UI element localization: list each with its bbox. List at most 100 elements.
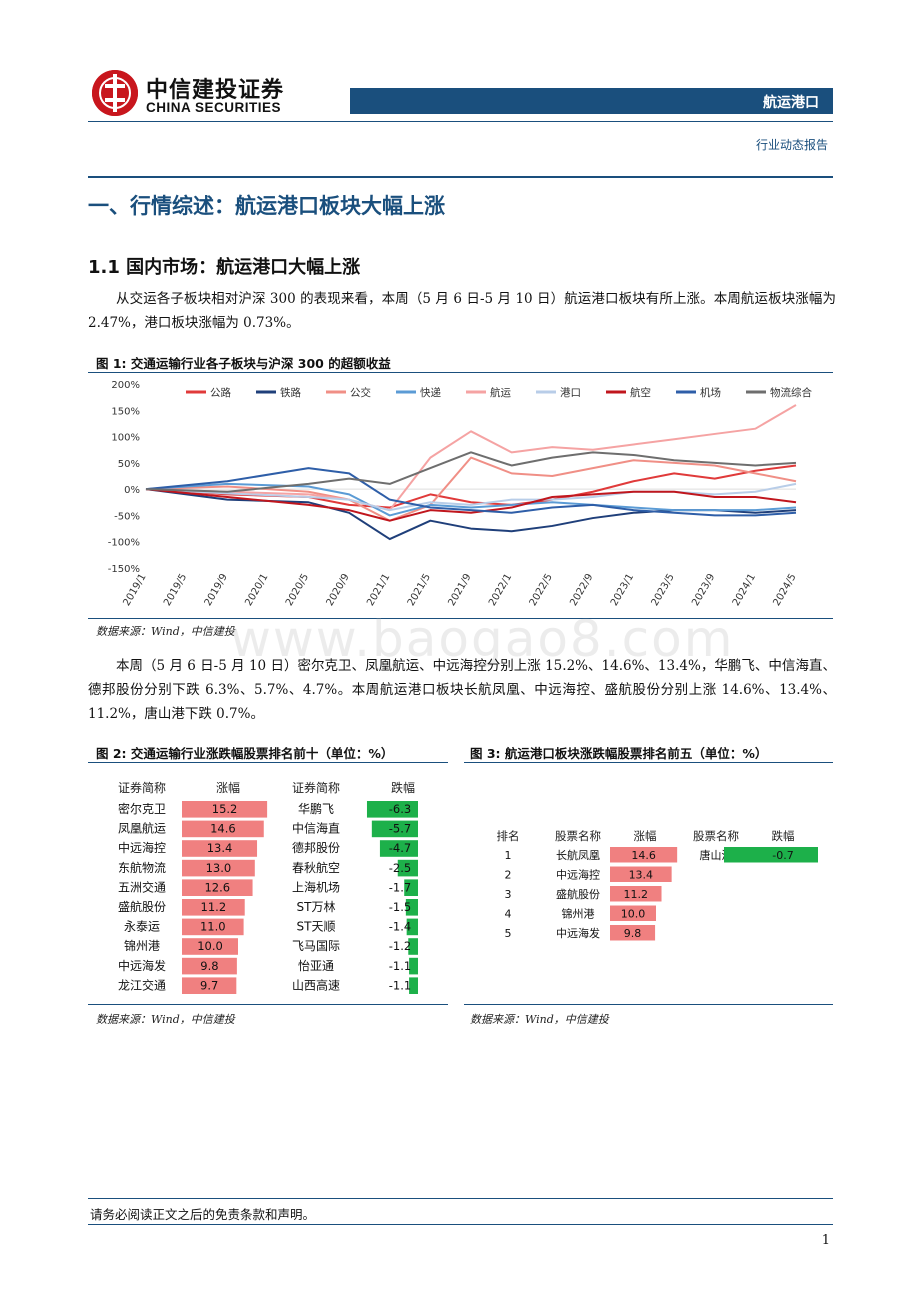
loser-name: 华鹏飞 (298, 802, 334, 816)
legend-label: 物流综合 (770, 386, 812, 399)
rank-label: 3 (505, 888, 512, 901)
sector-label: 航运港口 (763, 95, 819, 111)
loser-name: 飞马国际 (292, 939, 340, 953)
loser-bar (409, 957, 418, 975)
figure2-rule (88, 762, 448, 763)
gainer-bar (182, 938, 238, 955)
watermark: www.baogao8.com (230, 610, 735, 668)
gainer-name: 中远海控 (118, 840, 166, 855)
excess-return-line-chart: 200% 150% 100% 50% 0% -50% -100% -150%2019/1 201… (108, 380, 813, 608)
loser-name: 山西高速 (292, 977, 340, 992)
figure2-title: 图 2: 交通运输行业涨跌幅股票排名前十（单位：%） (96, 746, 394, 761)
loser-bar (379, 840, 418, 857)
fig3-header-down-val: 跌幅 (772, 829, 795, 843)
y-tick-label: -150% (108, 564, 140, 575)
gainer-name: 密尔克卫 (118, 801, 166, 816)
legend-label: 快递 (420, 386, 441, 399)
paragraph-2: 本周（5 月 6 日-5 月 10 日）密尔克卫、凤凰航运、中远海控分别上涨 1… (88, 658, 836, 722)
rank-label: 4 (505, 908, 512, 921)
gainer-name: 永泰运 (124, 920, 160, 934)
loser-bar (397, 859, 418, 877)
loser-name: 怡亚通 (298, 959, 334, 973)
fig2-header-down-val: 跌幅 (391, 780, 415, 795)
gainer-name: 长航凤凰 (556, 848, 600, 862)
loser-bar (409, 977, 418, 994)
gainer-bar (182, 840, 258, 857)
figure1-rule (88, 372, 833, 373)
gainer-bar (182, 859, 255, 877)
gainer-name: 锦州港 (124, 939, 160, 953)
x-tick-label: 2023/5 (650, 572, 677, 608)
y-tick-label: 50% (118, 459, 140, 470)
series-line (145, 488, 797, 522)
gainer-value: 13.4 (629, 869, 654, 882)
series-line (145, 451, 797, 493)
loser-value: -4.7 (389, 841, 411, 855)
legend-label: 航运 (490, 386, 511, 399)
figure3-bottom-rule (464, 1004, 833, 1005)
gainer-name: 中远海发 (556, 926, 600, 940)
rank-label: 2 (505, 869, 512, 882)
x-tick-label: 2021/5 (406, 572, 433, 608)
gainer-bar (610, 925, 656, 941)
gainer-value: 9.8 (200, 959, 218, 973)
legend-label: 港口 (560, 387, 581, 399)
gainer-name: 盛航股份 (556, 887, 600, 901)
loser-value: -1.4 (389, 920, 411, 934)
gainer-bar (182, 820, 264, 838)
gainer-bar (610, 847, 678, 863)
report-type: 行业动态报告 (755, 138, 828, 152)
figure1-title: 图 1: 交通运输行业各子板块与沪深 300 的超额收益 (96, 356, 391, 371)
gainer-value: 11.2 (624, 888, 649, 901)
x-tick-label: 2024/1 (731, 572, 758, 608)
loser-name: ST万林 (297, 900, 336, 914)
loser-value: -2.5 (389, 861, 411, 875)
y-tick-label: 150% (111, 406, 140, 417)
page-number: 1 (821, 1233, 830, 1248)
gainer-name: 中远海控 (556, 868, 600, 882)
series-line (145, 456, 797, 522)
gainer-bar (182, 957, 237, 975)
section-divider (88, 176, 833, 178)
gainer-value: 11.2 (201, 900, 227, 914)
brand-name-en: CHINA SECURITIES (146, 100, 282, 115)
x-tick-label: 2019/1 (121, 572, 148, 608)
gainer-name: 五洲交通 (118, 879, 166, 894)
loser-value: -1.1 (389, 959, 411, 973)
y-tick-label: 200% (111, 380, 140, 391)
x-tick-label: 2023/9 (690, 572, 717, 608)
y-tick-label: -100% (108, 538, 140, 549)
series-line (145, 467, 797, 517)
figure3-title: 图 3: 航运港口板块涨跌幅股票排名前五（单位：%） (470, 746, 768, 761)
series-line (145, 404, 797, 512)
loser-bar (371, 820, 418, 838)
figure3-source: 数据来源：Wind，中信建投 (470, 1013, 609, 1026)
brand-name-cn: 中信建投证券 (146, 78, 285, 103)
rank-label: 1 (505, 849, 512, 862)
figure3-rule (464, 762, 833, 763)
gainer-value: 11.0 (200, 920, 226, 934)
x-tick-label: 2020/1 (243, 572, 270, 608)
loser-bar (408, 938, 418, 955)
gainer-value: 14.6 (631, 849, 656, 862)
loser-bar (406, 918, 418, 936)
x-tick-label: 2021/1 (365, 572, 392, 608)
gainer-bar (182, 899, 245, 916)
loser-value: -6.3 (389, 802, 411, 816)
rank-label: 5 (505, 927, 512, 940)
gainer-value: 10.0 (621, 908, 646, 921)
x-tick-label: 2022/9 (568, 572, 595, 608)
loser-bar (405, 899, 418, 916)
gainer-value: 9.8 (624, 927, 642, 940)
series-line (145, 464, 797, 509)
x-tick-label: 2020/5 (284, 572, 311, 608)
gainer-name: 龙江交通 (118, 977, 166, 992)
footer-divider-bottom (88, 1224, 833, 1225)
loser-name: 德邦股份 (292, 840, 340, 855)
legend-label: 铁路 (280, 386, 301, 399)
x-tick-label: 2019/9 (203, 572, 230, 608)
gainer-value: 14.6 (210, 822, 236, 836)
series-line (145, 482, 797, 512)
gainer-name: 中远海发 (118, 958, 166, 973)
figure1-bottom-rule (88, 618, 833, 619)
